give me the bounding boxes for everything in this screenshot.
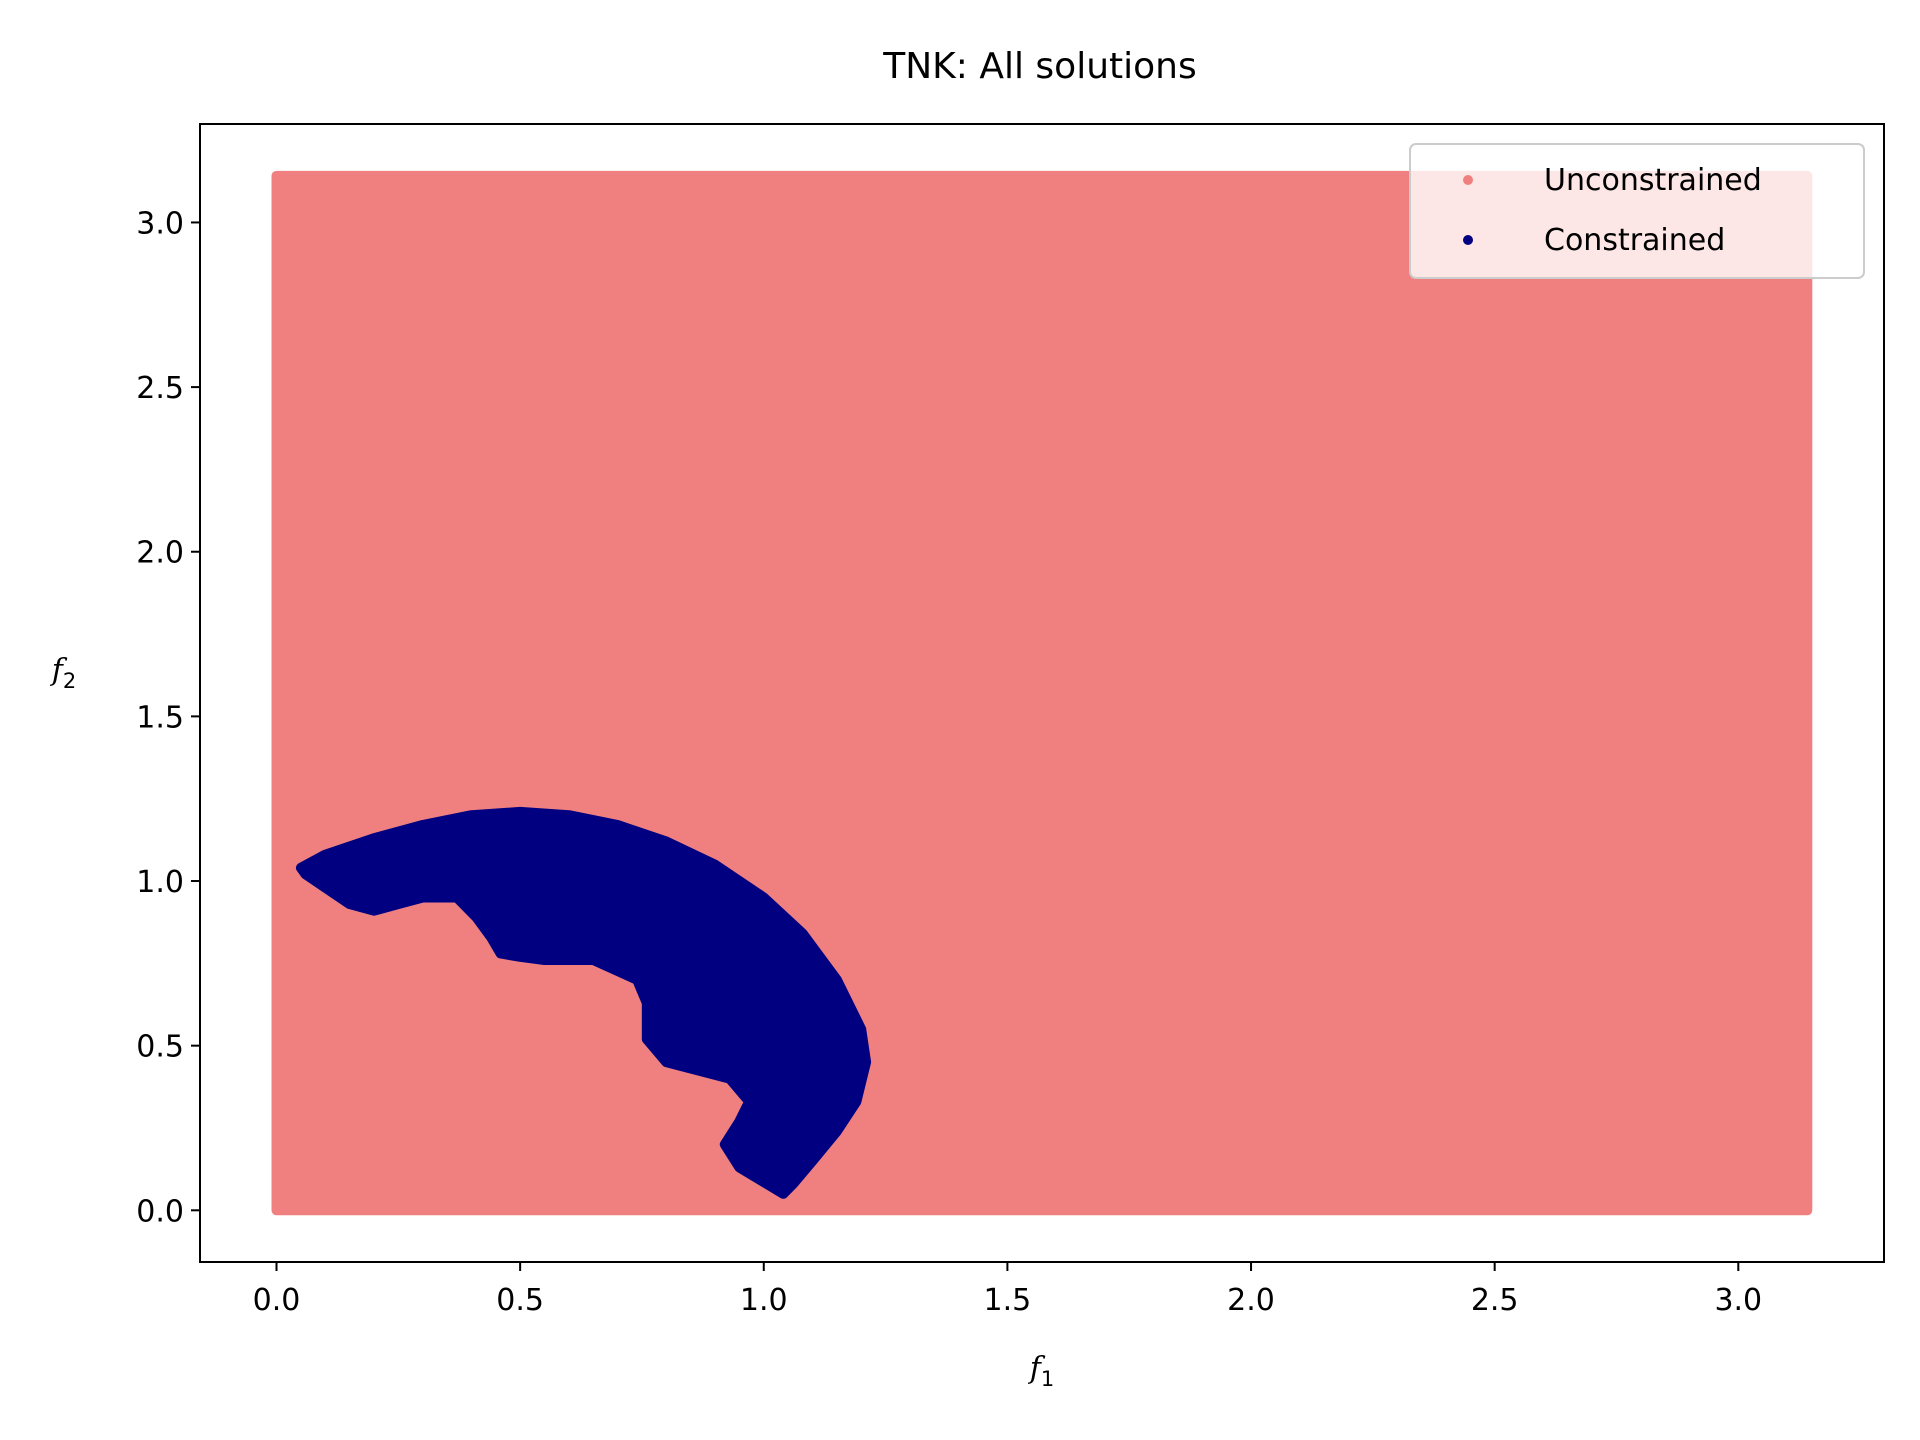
series-unconstrained-region [271,170,1813,1216]
x-tick-label: 3.0 [1714,1283,1762,1318]
legend: Unconstrained Constrained [1409,143,1865,279]
legend-label-unconstrained: Unconstrained [1544,163,1762,198]
axes-frame [199,123,1885,1263]
x-tick-label: 0.5 [496,1283,544,1318]
x-axis-label-subscript: 1 [1041,1367,1054,1391]
x-tick-label: 1.0 [740,1283,788,1318]
chart-title: TNK: All solutions [882,46,1197,87]
y-tick-label: 1.0 [136,865,184,900]
legend-box [1409,143,1865,279]
x-tick-label: 0.0 [253,1283,301,1318]
x-axis: 0.0 0.5 1.0 1.5 2.0 2.5 3.0 [253,1262,1762,1318]
x-tick-label: 2.5 [1471,1283,1519,1318]
legend-marker-constrained [1463,235,1473,245]
y-tick-label: 3.0 [136,206,184,241]
y-axis: 0.0 0.5 1.0 1.5 2.0 2.5 3.0 [136,206,200,1229]
y-tick-label: 0.5 [136,1030,184,1065]
y-tick-label: 2.5 [136,371,184,406]
y-axis-label-subscript: 2 [63,669,76,693]
legend-label-constrained: Constrained [1544,223,1725,258]
series-constrained-region [295,806,872,1199]
x-tick-label: 2.0 [1227,1283,1275,1318]
y-tick-label: 2.0 [136,536,184,571]
legend-marker-unconstrained [1463,175,1473,185]
x-tick-label: 1.5 [984,1283,1032,1318]
y-tick-label: 0.0 [136,1194,184,1229]
y-tick-label: 1.5 [136,700,184,735]
plot-area [271,170,1813,1216]
